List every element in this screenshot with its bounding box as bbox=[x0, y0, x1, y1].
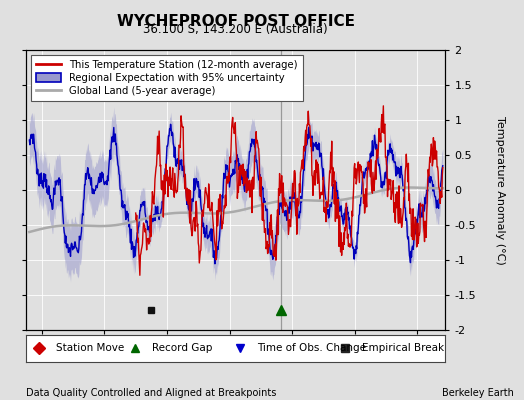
Text: 36.100 S, 143.200 E (Australia): 36.100 S, 143.200 E (Australia) bbox=[144, 23, 328, 36]
Text: Station Move: Station Move bbox=[56, 343, 124, 354]
Text: Time of Obs. Change: Time of Obs. Change bbox=[257, 343, 366, 354]
Y-axis label: Temperature Anomaly (°C): Temperature Anomaly (°C) bbox=[496, 116, 506, 264]
Text: Empirical Break: Empirical Break bbox=[362, 343, 444, 354]
Text: WYCHEPROOF POST OFFICE: WYCHEPROOF POST OFFICE bbox=[117, 14, 355, 29]
Text: Berkeley Earth: Berkeley Earth bbox=[442, 388, 514, 398]
Text: Record Gap: Record Gap bbox=[152, 343, 212, 354]
Legend: This Temperature Station (12-month average), Regional Expectation with 95% uncer: This Temperature Station (12-month avera… bbox=[31, 55, 303, 100]
Text: Data Quality Controlled and Aligned at Breakpoints: Data Quality Controlled and Aligned at B… bbox=[26, 388, 277, 398]
